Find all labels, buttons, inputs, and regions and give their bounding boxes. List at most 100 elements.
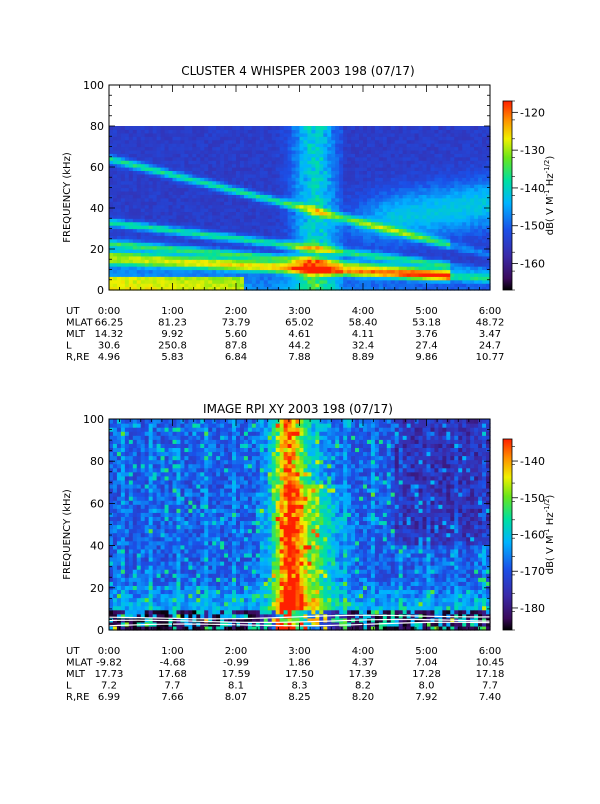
spectrogram-cell <box>165 188 170 192</box>
spectrogram-cell <box>446 222 451 226</box>
spectrogram-cell <box>462 157 467 161</box>
spectrogram-cell <box>470 283 475 287</box>
spectrogram-cell <box>169 259 174 263</box>
spectrogram-cell <box>466 252 471 256</box>
spectrogram-cell <box>415 188 420 192</box>
spectrogram-cell <box>121 492 126 497</box>
spectrogram-cell <box>204 126 209 130</box>
spectrogram-cell <box>248 208 253 212</box>
spectrogram-cell <box>319 259 324 263</box>
spectrogram-cell <box>411 211 416 215</box>
spectrogram-cell <box>117 147 122 151</box>
spectrogram-cell <box>204 129 209 133</box>
spectrogram-cell <box>188 263 193 267</box>
spectrogram-cell <box>434 283 439 287</box>
spectrogram-cell <box>411 150 416 154</box>
spectrogram-cell <box>442 242 447 246</box>
spectrogram-cell <box>407 181 412 185</box>
spectrogram-cell <box>216 252 221 256</box>
spectrogram-cell <box>173 239 178 243</box>
spectrogram-cell <box>323 232 328 236</box>
spectrogram-cell <box>347 150 352 154</box>
spectrogram-cell <box>442 177 447 181</box>
spectrogram-cell <box>391 211 396 215</box>
spectrogram-cell <box>458 126 463 130</box>
spectrogram-cell <box>415 140 420 144</box>
spectrogram-cell <box>427 249 432 253</box>
spectrogram-cell <box>458 150 463 154</box>
spectrogram-cell <box>169 239 174 243</box>
spectrogram-cell <box>399 208 404 212</box>
spectrogram-cell <box>109 496 114 501</box>
spectrogram-cell <box>252 136 257 140</box>
spectrogram-cell <box>454 188 459 192</box>
spectrogram-cell <box>399 201 404 205</box>
spectrogram-cell <box>339 147 344 151</box>
spectrogram-cell <box>462 198 467 202</box>
spectrogram-cell <box>327 136 332 140</box>
spectrogram-cell <box>117 581 122 586</box>
spectrogram-cell <box>141 249 146 253</box>
spectrogram-cell <box>113 423 118 428</box>
spectrogram-cell <box>454 201 459 205</box>
spectrogram-cell <box>359 181 364 185</box>
y-tick-label: 80 <box>90 120 104 133</box>
spectrogram-cell <box>137 126 142 130</box>
spectrogram-cell <box>450 232 455 236</box>
ephemeris-row-label: R,RE <box>66 352 89 363</box>
spectrogram-cell <box>276 273 281 277</box>
spectrogram-cell <box>335 270 340 274</box>
spectrogram-cell <box>184 160 189 164</box>
ephemeris-value: 73.79 <box>222 318 251 329</box>
spectrogram-cell <box>419 259 424 263</box>
spectrogram-cell <box>260 283 265 287</box>
spectrogram-cell <box>109 508 114 513</box>
spectrogram-cell <box>276 170 281 174</box>
spectrogram-cell <box>149 167 154 171</box>
spectrogram-cell <box>161 280 166 284</box>
spectrogram-cell <box>113 598 118 603</box>
spectrogram-cell <box>117 520 122 525</box>
ephemeris-value: 48.72 <box>476 318 505 329</box>
spectrogram-cell <box>212 229 217 233</box>
spectrogram-cell <box>434 157 439 161</box>
spectrogram-cell <box>145 222 150 226</box>
spectrogram-cell <box>434 280 439 284</box>
spectrogram-cell <box>327 211 332 215</box>
spectrogram-cell <box>188 280 193 284</box>
spectrogram-cell <box>434 273 439 277</box>
spectrogram-cell <box>482 211 487 215</box>
spectrogram-cell <box>300 283 305 287</box>
spectrogram-cell <box>252 229 257 233</box>
spectrogram-cell <box>137 273 142 277</box>
spectrogram-cell <box>252 126 257 130</box>
spectrogram-cell <box>169 160 174 164</box>
spectrogram-cell <box>339 208 344 212</box>
spectrogram-cell <box>296 191 301 195</box>
spectrogram-cell <box>196 242 201 246</box>
spectrogram-cell <box>121 140 126 144</box>
spectrogram-cell <box>157 191 162 195</box>
spectrogram-cell <box>434 211 439 215</box>
spectrogram-cell <box>470 208 475 212</box>
spectrogram-cell <box>236 273 241 277</box>
spectrogram-cell <box>169 229 174 233</box>
spectrogram-cell <box>109 565 114 570</box>
spectrogram-cell <box>212 198 217 202</box>
spectrogram-cell <box>288 150 293 154</box>
spectrogram-cell <box>419 263 424 267</box>
spectrogram-cell <box>367 126 372 130</box>
spectrogram-cell <box>307 242 312 246</box>
spectrogram-cell <box>173 160 178 164</box>
spectrogram-cell <box>403 136 408 140</box>
spectrogram-cell <box>383 263 388 267</box>
spectrogram-cell <box>474 283 479 287</box>
spectrogram-cell <box>323 136 328 140</box>
spectrogram-cell <box>244 177 249 181</box>
spectrogram-cell <box>220 249 225 253</box>
spectrogram-cell <box>438 242 443 246</box>
spectrogram-cell <box>403 242 408 246</box>
spectrogram-cell <box>244 188 249 192</box>
spectrogram-cell <box>268 147 273 151</box>
